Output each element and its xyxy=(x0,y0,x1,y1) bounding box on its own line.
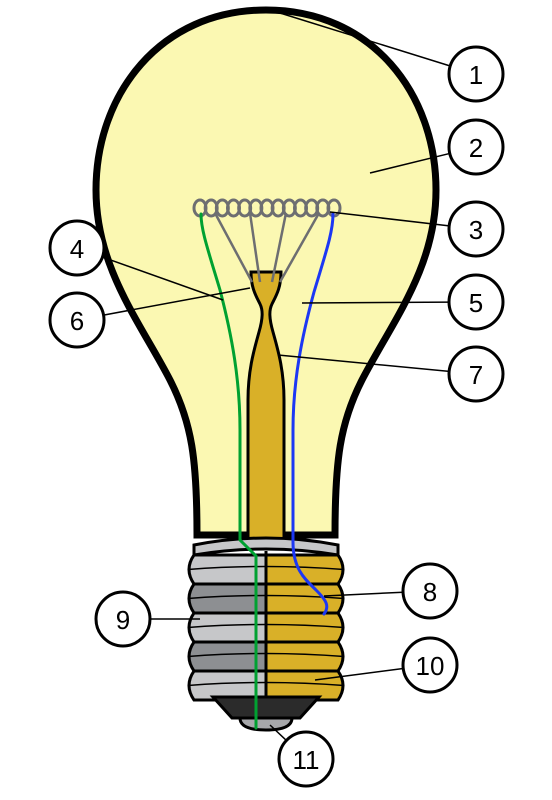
callout-label-5: 5 xyxy=(469,288,483,318)
callout-line-5 xyxy=(302,302,449,303)
callout-label-2: 2 xyxy=(469,133,483,163)
callout-label-3: 3 xyxy=(469,215,483,245)
callout-label-9: 9 xyxy=(116,605,130,635)
callout-label-7: 7 xyxy=(469,360,483,390)
callout-label-4: 4 xyxy=(70,234,84,264)
base-insulation xyxy=(213,697,319,718)
callout-label-6: 6 xyxy=(70,306,84,336)
thread-segment-left xyxy=(189,584,266,613)
thread-segment-left xyxy=(189,613,266,642)
callout-label-1: 1 xyxy=(469,60,483,90)
thread-segment-left xyxy=(189,555,266,584)
callout-label-8: 8 xyxy=(423,577,437,607)
callout-label-11: 11 xyxy=(293,745,320,775)
thread-segment-left xyxy=(189,642,266,671)
thread-segment-right xyxy=(266,584,343,613)
lightbulb-diagram: 1 2 3 4 5 6 7 8 9 10 11 xyxy=(0,0,552,800)
electrical-foot-contact xyxy=(240,718,292,730)
thread-segment-right xyxy=(266,642,343,671)
callout-label-10: 10 xyxy=(416,651,445,681)
thread-segment-right xyxy=(266,613,343,642)
